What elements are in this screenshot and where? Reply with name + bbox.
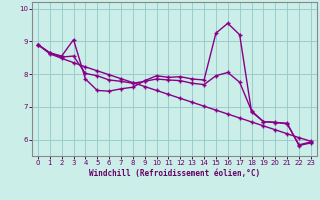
X-axis label: Windchill (Refroidissement éolien,°C): Windchill (Refroidissement éolien,°C) xyxy=(89,169,260,178)
